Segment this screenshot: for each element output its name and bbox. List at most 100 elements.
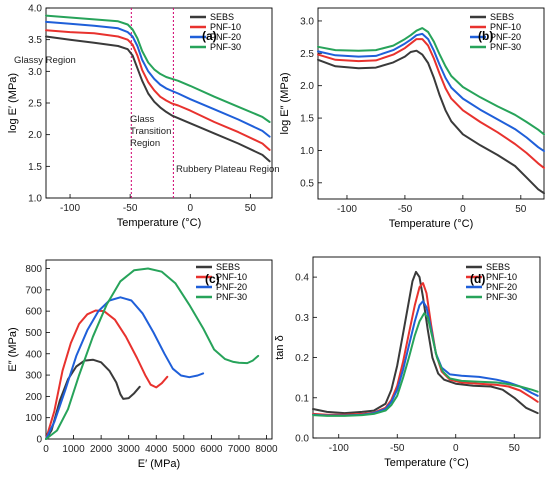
y-tick-label: 200 (25, 392, 42, 403)
annotation-text: Glass (130, 114, 155, 125)
x-tick-label: 4000 (145, 444, 168, 455)
panel-label: (d) (470, 272, 485, 286)
y-tick-label: 4.0 (28, 4, 42, 15)
y-tick-label: 0.2 (295, 353, 309, 364)
y-tick-label: 1.0 (300, 146, 314, 157)
y-axis-label: log E″ (MPa) (279, 73, 291, 135)
legend-entry: SEBS (486, 262, 510, 272)
series-line-pnf-30 (312, 312, 539, 417)
x-axis-label: E′ (MPa) (138, 458, 180, 470)
x-axis-label: Temperature (°C) (384, 457, 468, 469)
series-line-pnf-30 (45, 14, 271, 123)
y-tick-label: 700 (25, 285, 42, 296)
series-line-sebs (317, 49, 545, 195)
y-tick-label: 1.0 (28, 194, 42, 205)
y-tick-label: 0.0 (295, 434, 309, 445)
y-tick-label: 600 (25, 307, 42, 318)
y-tick-label: 0.3 (295, 313, 309, 324)
x-tick-label: -50 (123, 203, 138, 214)
y-tick-label: 300 (25, 371, 42, 382)
legend-entry: PNF-20 (486, 282, 517, 292)
y-tick-label: 3.0 (28, 67, 42, 78)
x-tick-label: -50 (398, 204, 413, 215)
x-tick-label: 1000 (62, 444, 85, 455)
legend-entry: PNF-20 (490, 32, 521, 42)
x-tick-label: 50 (509, 443, 521, 454)
series-line-pnf-10 (312, 282, 539, 416)
legend-entry: PNF-20 (210, 32, 241, 42)
legend-entry: PNF-30 (490, 42, 521, 52)
y-tick-label: 3.5 (28, 35, 42, 46)
x-tick-label: 0 (187, 203, 193, 214)
series-line-sebs (312, 270, 539, 415)
series-line-pnf-10 (317, 38, 545, 169)
x-tick-label: 6000 (200, 444, 223, 455)
legend-entry: PNF-10 (210, 22, 241, 32)
series-line-pnf-20 (45, 20, 271, 138)
plot-frame (312, 256, 541, 439)
panel-label: (c) (205, 272, 220, 286)
chart-panel-2: -100 -50 0 50 0.5 1.0 1.5 2.0 2.5 3.0 Temperature … (279, 7, 545, 230)
panel-label: (a) (202, 29, 217, 43)
x-tick-label: 2000 (90, 444, 113, 455)
x-axis-label: Temperature (°C) (117, 217, 201, 229)
legend-entry: PNF-10 (486, 272, 517, 282)
legend-entry: PNF-10 (490, 22, 521, 32)
y-tick-label: 2.0 (300, 81, 314, 92)
x-tick-label: 8000 (255, 444, 278, 455)
legend-entry: PNF-30 (486, 292, 517, 302)
plot-frame (45, 259, 273, 440)
x-tick-label: 0 (43, 444, 49, 455)
annotation-text: Glassy Region (14, 55, 76, 66)
legend-entry: PNF-20 (216, 282, 247, 292)
x-tick-label: -100 (60, 203, 80, 214)
y-tick-label: 3.0 (300, 16, 314, 27)
y-tick-label: 800 (25, 264, 42, 275)
legend-entry: PNF-30 (216, 292, 247, 302)
legend-entry: PNF-10 (216, 272, 247, 282)
y-tick-label: 2.5 (300, 49, 314, 60)
y-tick-label: 0.5 (300, 178, 314, 189)
chart-panel-1: -100 -50 0 50 1.0 1.5 2.0 2.5 3.0 3.5 4.0 Temperatu… (7, 4, 280, 230)
chart-panel-4: -100 -50 0 50 0.0 0.1 0.2 0.3 0.4 Temperature (°C… (274, 256, 541, 469)
series-line-pnf-20 (317, 32, 545, 153)
y-axis-label: tan δ (274, 335, 286, 359)
x-tick-label: 7000 (228, 444, 251, 455)
series-line-pnf-20 (45, 296, 205, 440)
y-tick-label: 1.5 (28, 162, 42, 173)
annotation-text: Rubbery Plateau Region (176, 164, 280, 175)
series-line-sebs (45, 358, 141, 440)
x-tick-label: -100 (329, 443, 349, 454)
series-line-sebs (45, 35, 271, 163)
x-tick-label: 0 (460, 204, 466, 215)
series-line-pnf-30 (45, 267, 260, 440)
legend-entry: PNF-30 (210, 42, 241, 52)
x-tick-label: -100 (337, 204, 357, 215)
x-tick-label: 50 (245, 203, 257, 214)
annotation-text: Region (130, 138, 160, 149)
series-line-pnf-10 (45, 309, 169, 440)
annotation-text: Transition (130, 126, 171, 137)
x-tick-label: 0 (453, 443, 459, 454)
x-tick-label: 3000 (118, 444, 141, 455)
series-line-pnf-10 (45, 29, 271, 151)
y-axis-label: E″ (MPa) (7, 327, 19, 371)
y-tick-label: 0.4 (295, 273, 309, 284)
y-tick-label: 2.5 (28, 99, 42, 110)
y-tick-label: 400 (25, 349, 42, 360)
y-tick-label: 1.5 (300, 114, 314, 125)
y-tick-label: 500 (25, 328, 42, 339)
y-tick-label: 100 (25, 413, 42, 424)
panel-label: (b) (478, 29, 493, 43)
plot-frame (317, 7, 545, 200)
x-axis-label: Temperature (°C) (389, 218, 473, 230)
legend-entry: SEBS (210, 12, 234, 22)
legend-entry: SEBS (216, 262, 240, 272)
x-tick-label: 50 (515, 204, 527, 215)
y-tick-label: 2.0 (28, 130, 42, 141)
